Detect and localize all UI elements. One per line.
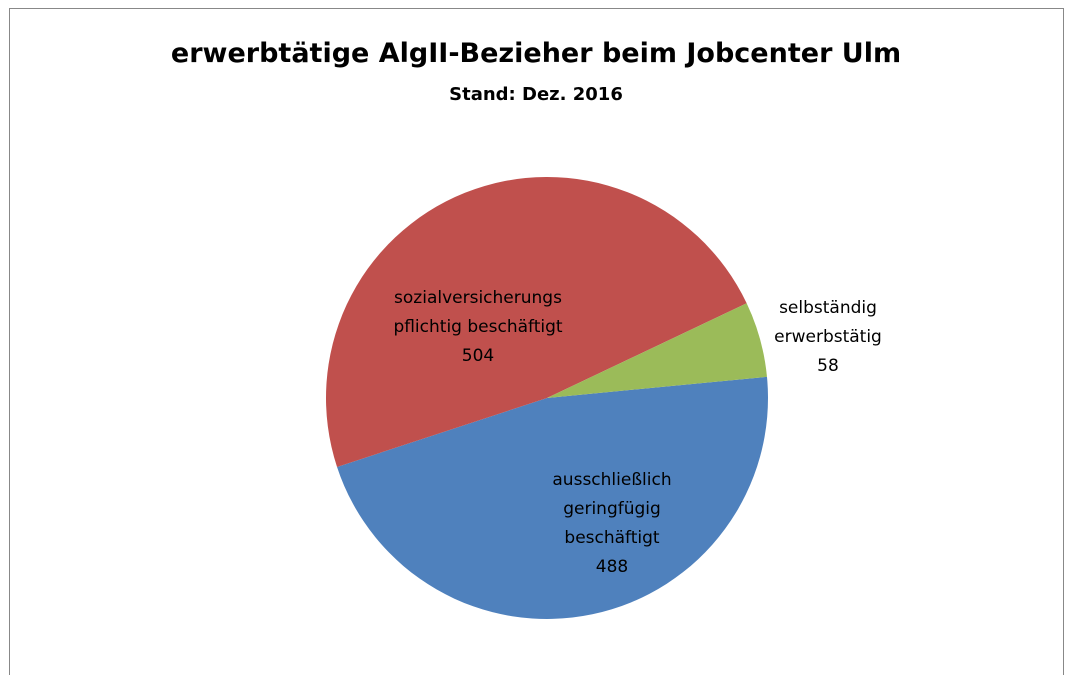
pie-slice	[326, 177, 747, 467]
pie-slice	[547, 303, 767, 398]
pie-slice	[337, 376, 768, 619]
chart-subtitle: Stand: Dez. 2016	[449, 84, 623, 105]
slice-value: 488	[595, 557, 629, 577]
slice-label: selbständig erwerbstätig	[774, 297, 882, 347]
slice-value: 58	[817, 355, 839, 376]
chart-frame	[9, 8, 1064, 675]
slice-label: ausschließlich geringfügig beschäftigt	[552, 470, 672, 548]
slice-value: 504	[461, 345, 495, 366]
slice-label: sozialversicherungs pflichtig beschäftig…	[393, 287, 563, 337]
chart-title: erwerbtätige AlgII-Bezieher beim Jobcent…	[170, 38, 902, 69]
